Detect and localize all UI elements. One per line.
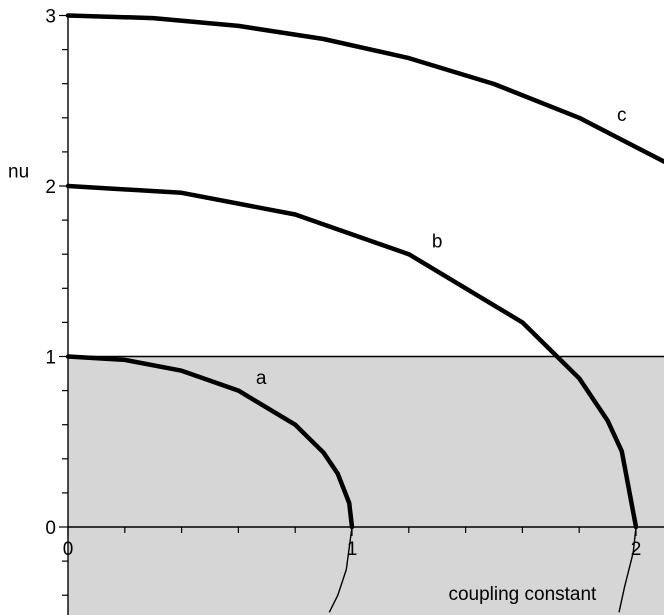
- x-axis-label: coupling constant: [448, 584, 597, 605]
- curve-b: [65, 183, 639, 530]
- y-axis-label: nu: [8, 161, 29, 182]
- curve-c: [65, 13, 664, 164]
- ticks: 0 1 2 3 0 1 2: [45, 7, 641, 596]
- curve-continuation-1: [328, 526, 353, 613]
- curve-label-b: b: [432, 231, 443, 252]
- curve-label-c: c: [617, 105, 627, 126]
- labels: nu coupling constant a b c: [8, 105, 627, 605]
- x-tick-label: 1: [347, 539, 358, 560]
- reference-lines: [68, 355, 664, 528]
- y-tick-label: 1: [45, 348, 56, 369]
- shaded-region: [68, 356, 664, 615]
- curve-continuation-2: [618, 526, 637, 613]
- y-tick-label: 3: [45, 7, 56, 28]
- y-tick-label: 2: [45, 177, 56, 198]
- curve-label-a: a: [256, 368, 267, 389]
- y-tick-label: 0: [45, 518, 56, 539]
- x-tick-label: 2: [631, 539, 642, 560]
- series: [65, 13, 664, 613]
- curve-a: [65, 354, 355, 530]
- x-tick-label: 0: [63, 539, 74, 560]
